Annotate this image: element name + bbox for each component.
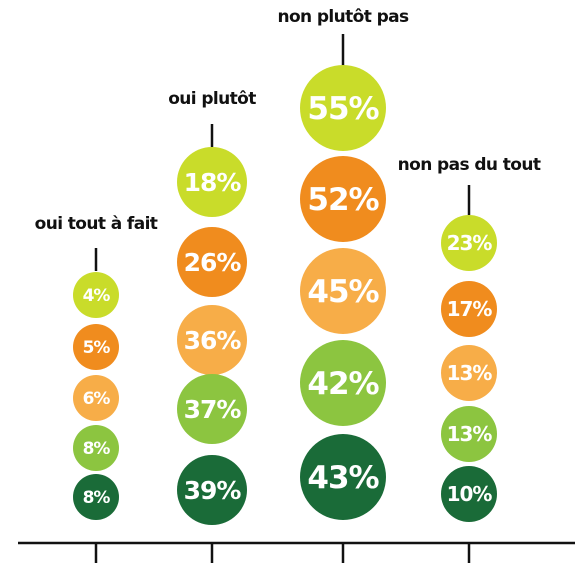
bubble <box>73 324 119 370</box>
bubble-value-label: 37% <box>184 395 242 424</box>
label-connectors <box>94 34 471 271</box>
bubble <box>177 147 247 217</box>
bubble <box>300 340 386 426</box>
bubble-value-label: 13% <box>447 422 493 446</box>
bubble-value-label: 45% <box>307 274 379 310</box>
bubble <box>300 434 386 520</box>
bubble-value-label: 8% <box>83 439 111 459</box>
bubble-value-label: 36% <box>184 326 242 355</box>
category-labels: oui tout à fait oui plutôt non plutôt pas n… <box>35 7 542 234</box>
bubble-value-label: 43% <box>307 460 379 496</box>
category-label: non pas du tout <box>398 155 541 175</box>
bubble <box>441 345 497 401</box>
bubbles-layer: 4% 5% 6% 8% 8% 18% 26% 36% 37% 39% 55% 52% 45% 42% 43%… <box>73 65 497 525</box>
bubble-value-label: 23% <box>447 231 493 255</box>
bubble-value-label: 55% <box>307 91 379 127</box>
bubble-value-label: 5% <box>83 338 111 358</box>
bubble-value-label: 52% <box>307 182 379 218</box>
bubble-value-label: 13% <box>447 361 493 385</box>
bubble <box>441 281 497 337</box>
bubble-value-label: 8% <box>83 488 111 508</box>
category-label: non plutôt pas <box>277 7 409 27</box>
bubble <box>177 455 247 525</box>
bubble <box>300 248 386 334</box>
bubble <box>73 425 119 471</box>
bubble <box>73 272 119 318</box>
bubble-value-label: 18% <box>184 168 242 197</box>
bubble <box>441 466 497 522</box>
bubble <box>73 474 119 520</box>
bubble <box>441 215 497 271</box>
bubble-value-label: 17% <box>447 297 493 321</box>
bubble <box>300 65 386 151</box>
bubble-value-label: 42% <box>307 366 379 402</box>
category-label: oui plutôt <box>168 89 256 109</box>
bubble-value-label: 26% <box>184 248 242 277</box>
bubble-value-label: 6% <box>83 389 111 409</box>
axis-ticks <box>94 543 471 563</box>
bubble <box>177 227 247 297</box>
bubble-value-label: 4% <box>83 286 111 306</box>
bubble <box>300 156 386 242</box>
bubble-value-label: 39% <box>184 476 242 505</box>
bubble <box>441 406 497 462</box>
category-label: oui tout à fait <box>35 214 158 234</box>
bubble-value-label: 10% <box>447 482 493 506</box>
bubble <box>177 374 247 444</box>
bubble <box>73 375 119 421</box>
bubble <box>177 305 247 375</box>
